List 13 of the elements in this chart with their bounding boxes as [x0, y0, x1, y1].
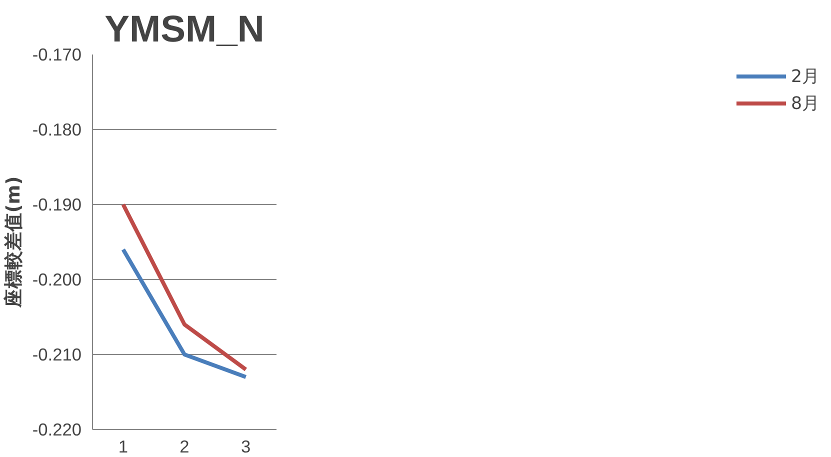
legend-label: 8月: [790, 93, 819, 115]
x-tick-label: 3: [241, 436, 251, 456]
y-tick-label: -0.220: [32, 420, 82, 440]
y-tick-label: -0.210: [32, 344, 82, 364]
y-tick-label: -0.190: [32, 194, 82, 214]
x-tick-label: 2: [180, 436, 190, 456]
legend-label: 2月: [790, 66, 819, 88]
x-tick-label: 1: [118, 436, 128, 456]
y-tick-label: -0.180: [32, 120, 82, 140]
chart-title: YMSM_N: [104, 8, 264, 50]
y-axis-title: 座標較差值(m): [2, 176, 24, 309]
y-tick-label: -0.200: [32, 270, 82, 290]
y-tick-label: -0.170: [32, 44, 82, 64]
